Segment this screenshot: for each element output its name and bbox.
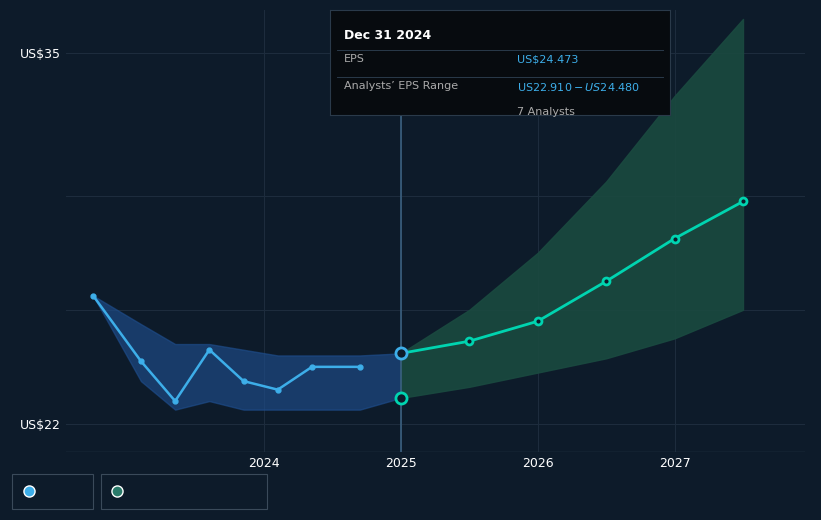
- Text: Analysts' EPS Range: Analysts' EPS Range: [134, 485, 254, 498]
- FancyBboxPatch shape: [101, 474, 267, 509]
- Text: Analysts’ EPS Range: Analysts’ EPS Range: [344, 82, 458, 92]
- Text: Dec 31 2024: Dec 31 2024: [344, 29, 431, 42]
- FancyBboxPatch shape: [12, 474, 94, 509]
- Text: 7 Analysts: 7 Analysts: [517, 107, 575, 116]
- Text: EPS: EPS: [45, 485, 67, 498]
- Text: Analysts Forecasts: Analysts Forecasts: [409, 42, 519, 55]
- Text: US$22.910 - US$24.480: US$22.910 - US$24.480: [517, 82, 640, 94]
- Text: Actual: Actual: [359, 42, 396, 55]
- Text: EPS: EPS: [344, 54, 365, 64]
- Text: US$24.473: US$24.473: [517, 54, 578, 64]
